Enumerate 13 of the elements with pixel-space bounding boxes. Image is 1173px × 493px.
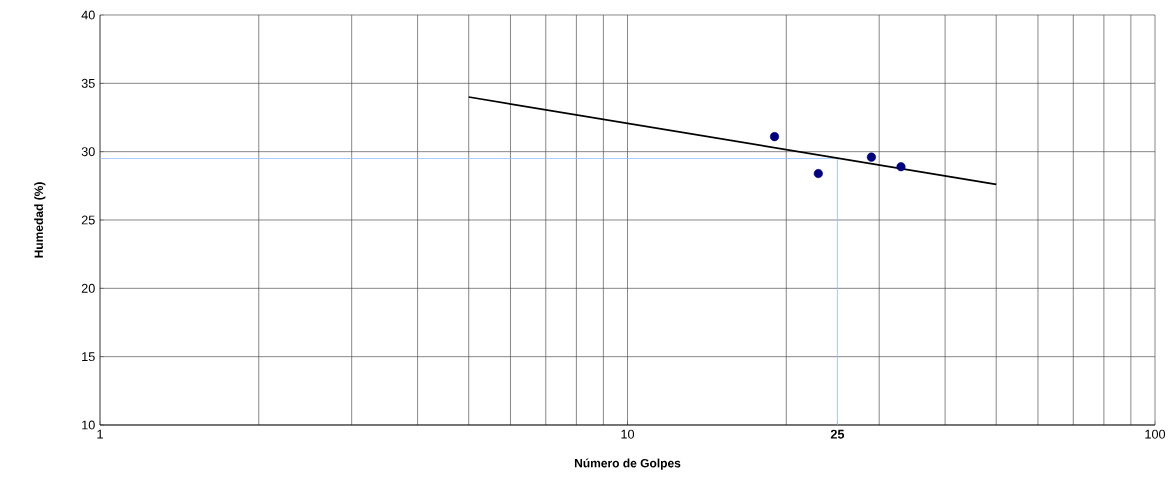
y-tick-label: 25	[81, 215, 95, 225]
x-tick-label: 10	[621, 429, 635, 439]
x-tick-label: 100	[1145, 429, 1166, 439]
y-tick-label: 20	[81, 283, 95, 293]
y-tick-label: 30	[81, 147, 95, 157]
y-tick-label: 10	[82, 420, 95, 430]
y-axis-title: Humedad (%)	[34, 182, 46, 258]
y-tick-label: 15	[82, 352, 95, 362]
x-tick-label: 25	[830, 429, 845, 439]
y-tick-label: 35	[81, 78, 95, 88]
x-tick-label: 1	[97, 429, 103, 439]
x-axis-title: Número de Golpes	[574, 458, 681, 470]
y-tick-label: 40	[81, 10, 95, 20]
